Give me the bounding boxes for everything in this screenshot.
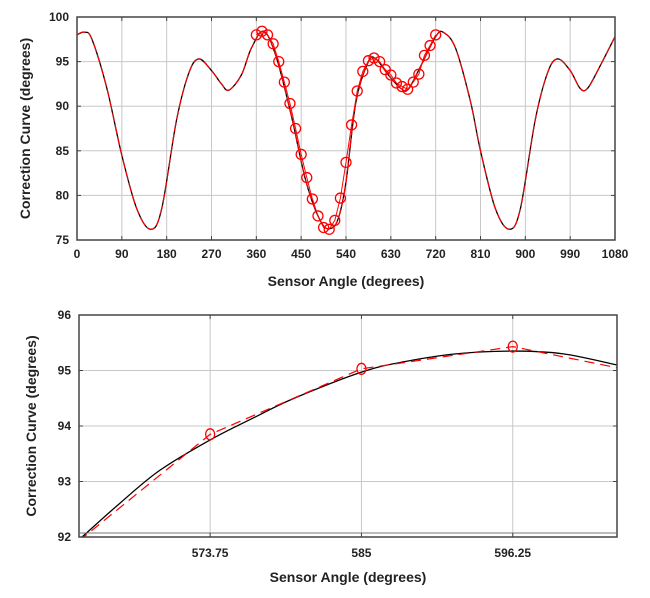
tick-labels: 0 90 180 270 360 450 540 630 720 810 900 990 1080 75 8… — [49, 10, 629, 261]
data-marker — [334, 192, 347, 204]
x-tick-label: 360 — [246, 247, 266, 261]
y-tick-label: 100 — [49, 10, 69, 24]
data-marker — [250, 29, 262, 41]
x-tick-label: 1080 — [602, 247, 629, 261]
y-tick-label: 96 — [58, 308, 72, 322]
data-marker — [413, 68, 425, 80]
y-tick-label: 92 — [58, 530, 72, 544]
curve-overlay — [77, 30, 615, 230]
sample-line — [82, 346, 617, 537]
data-marker — [424, 39, 436, 52]
data-series — [81, 340, 617, 537]
data-marker — [390, 77, 403, 89]
y-tick-label: 95 — [56, 55, 70, 69]
data-marker — [507, 340, 518, 353]
y-tick-label: 95 — [58, 364, 72, 378]
top-chart: 0 90 180 270 360 450 540 630 720 810 900 990 1080 75 8… — [17, 10, 629, 289]
data-marker — [430, 29, 442, 41]
data-marker — [385, 69, 397, 81]
data-marker — [357, 65, 369, 78]
data-marker — [261, 29, 274, 41]
data-marker — [312, 210, 324, 222]
x-tick-label: 900 — [515, 247, 535, 261]
x-tick-label: 720 — [426, 247, 446, 261]
data-marker — [356, 362, 367, 375]
x-tick-label: 810 — [470, 247, 490, 261]
x-tick-label: 573.75 — [192, 546, 229, 560]
x-tick-label: 540 — [336, 247, 356, 261]
x-tick-label: 450 — [291, 247, 311, 261]
data-marker — [373, 55, 386, 68]
x-axis-label: Sensor Angle (degrees) — [270, 569, 427, 585]
data-marker — [368, 52, 380, 64]
data-marker — [306, 193, 319, 205]
y-tick-label: 94 — [58, 419, 72, 433]
data-marker — [362, 55, 375, 67]
data-series — [77, 25, 615, 235]
data-marker — [418, 49, 431, 62]
y-axis-label: Correction Curve (degrees) — [17, 38, 33, 219]
data-marker — [401, 83, 414, 95]
data-marker — [329, 214, 341, 227]
data-marker — [351, 85, 363, 97]
data-marker — [345, 119, 358, 131]
x-tick-label: 596.25 — [494, 546, 531, 560]
gridlines — [79, 315, 617, 537]
y-tick-label: 75 — [56, 233, 70, 247]
tick-labels: 573.75 585 596.25 92 93 94 95 96 — [58, 308, 617, 560]
x-axis-label: Sensor Angle (degrees) — [268, 273, 425, 289]
x-tick-label: 990 — [560, 247, 580, 261]
bottom-chart: 573.75 585 596.25 92 93 94 95 96 Sensor Angle (d… — [23, 308, 618, 585]
y-tick-label: 90 — [56, 99, 70, 113]
data-marker — [267, 38, 279, 50]
data-marker — [340, 156, 352, 169]
data-marker — [323, 223, 335, 235]
y-axis-label: Correction Curve (degrees) — [23, 335, 39, 516]
y-tick-label: 85 — [56, 144, 70, 158]
data-marker — [256, 25, 268, 37]
y-tick-label: 93 — [58, 475, 72, 489]
data-marker — [278, 76, 291, 88]
data-marker — [295, 148, 307, 161]
data-marker — [317, 221, 330, 234]
data-marker — [273, 55, 285, 68]
data-marker — [301, 171, 313, 184]
data-marker — [289, 122, 302, 135]
gridlines — [77, 17, 615, 240]
x-tick-label: 630 — [381, 247, 401, 261]
data-marker — [204, 428, 216, 441]
x-tick-label: 270 — [201, 247, 221, 261]
data-marker — [284, 97, 296, 110]
data-marker — [396, 80, 408, 93]
sample-line — [256, 30, 437, 230]
x-tick-label: 585 — [351, 546, 371, 560]
data-marker — [407, 76, 419, 88]
x-tick-label: 90 — [115, 247, 129, 261]
x-tick-label: 180 — [157, 247, 177, 261]
x-tick-label: 0 — [74, 247, 81, 261]
y-tick-label: 80 — [56, 188, 70, 202]
